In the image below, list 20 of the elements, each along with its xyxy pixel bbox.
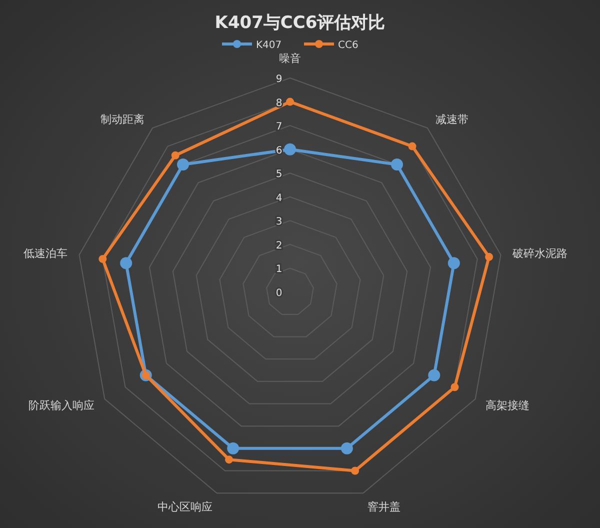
spoke-label: 噪音 <box>279 52 301 65</box>
y-tick-label: 2 <box>276 240 282 252</box>
spoke-label: 低速泊车 <box>23 246 68 260</box>
y-tick-label: 0 <box>276 288 282 299</box>
y-tick-label: 1 <box>276 264 282 276</box>
spoke-label: 窨井盖 <box>367 500 400 514</box>
spoke-label: 阶跃输入响应 <box>28 399 94 412</box>
spoke-label: 高架接缝 <box>486 399 530 412</box>
y-tick-label: 4 <box>276 192 282 204</box>
spoke-label: 中心区响应 <box>158 500 213 514</box>
spoke-label: 减速带 <box>435 112 468 126</box>
legend-label: K407 <box>256 40 282 51</box>
y-tick-label: 9 <box>276 74 282 85</box>
chart-title: K407与CC6评估对比 <box>214 13 386 33</box>
y-tick-label: 5 <box>276 169 282 180</box>
y-tick-label: 3 <box>276 216 282 228</box>
spoke-label: 破碎水泥路 <box>512 246 568 260</box>
legend-label: CC6 <box>338 40 358 51</box>
y-tick-label: 7 <box>276 122 282 133</box>
spoke-label: 制动距离 <box>100 112 145 126</box>
